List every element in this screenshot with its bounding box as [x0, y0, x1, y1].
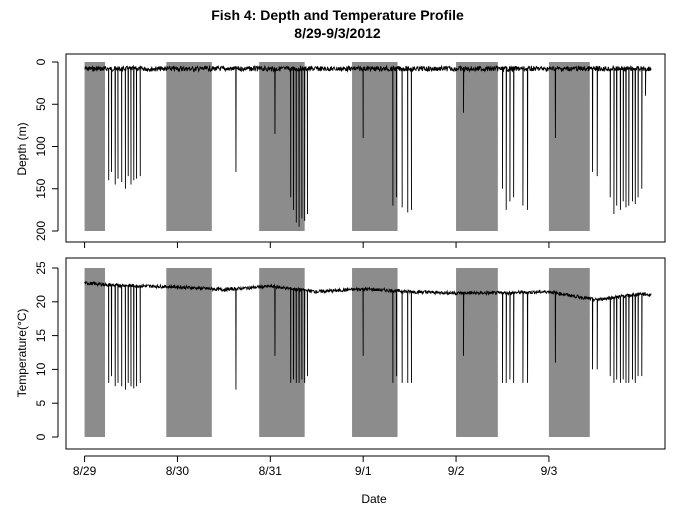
temperature-series-line — [84, 280, 652, 390]
depth-plot-frame — [65, 53, 666, 243]
depth-y-tick-label-150: 150 — [34, 178, 48, 198]
temperature-y-tick-label-15: 15 — [34, 329, 48, 343]
depth-series-line — [84, 64, 652, 227]
depth-panel: 0 50 100 150 200 — [34, 53, 666, 243]
temperature-plot-frame — [65, 257, 666, 450]
depth-y-tick-label-0: 0 — [34, 58, 48, 65]
depth-night-band-3 — [352, 62, 398, 231]
x-tick-label-5: 9/3 — [541, 464, 558, 478]
x-tick-label-4: 9/2 — [448, 464, 465, 478]
temperature-night-band-3 — [352, 268, 398, 437]
temperature-night-band-0 — [84, 268, 106, 437]
temperature-y-tick-label-25: 25 — [34, 261, 48, 275]
temperature-panel: 0 5 10 15 20 25 — [34, 257, 666, 450]
depth-y-axis-title: Depth (m) — [15, 122, 29, 175]
depth-night-band-4 — [456, 62, 498, 231]
depth-y-tick-label-100: 100 — [34, 136, 48, 156]
x-tick-label-0: 8/29 — [73, 464, 97, 478]
depth-y-tick-label-50: 50 — [34, 97, 48, 111]
temperature-y-axis-title: Temperature(°C) — [15, 309, 29, 398]
x-tick-label-2: 8/31 — [259, 464, 283, 478]
temperature-y-tick-label-10: 10 — [34, 362, 48, 376]
temperature-y-tick-label-20: 20 — [34, 295, 48, 309]
chart-title: Fish 4: Depth and Temperature Profile — [211, 7, 464, 23]
depth-night-band-1 — [166, 62, 212, 231]
temperature-night-band-1 — [166, 268, 212, 437]
temperature-y-tick-label-0: 0 — [34, 433, 48, 440]
depth-night-band-2 — [259, 62, 305, 231]
depth-y-tick-label-200: 200 — [34, 221, 48, 241]
x-axis: 8/29 8/30 8/31 9/1 9/2 9/3 — [73, 242, 558, 478]
temperature-y-tick-label-5: 5 — [34, 400, 48, 407]
x-tick-label-3: 9/1 — [355, 464, 372, 478]
x-tick-label-1: 8/30 — [166, 464, 190, 478]
temperature-night-band-2 — [259, 268, 305, 437]
depth-night-band-0 — [84, 62, 106, 231]
temperature-night-band-4 — [456, 268, 498, 437]
x-axis-title: Date — [361, 492, 387, 506]
chart-subtitle: 8/29-9/3/2012 — [294, 25, 381, 41]
